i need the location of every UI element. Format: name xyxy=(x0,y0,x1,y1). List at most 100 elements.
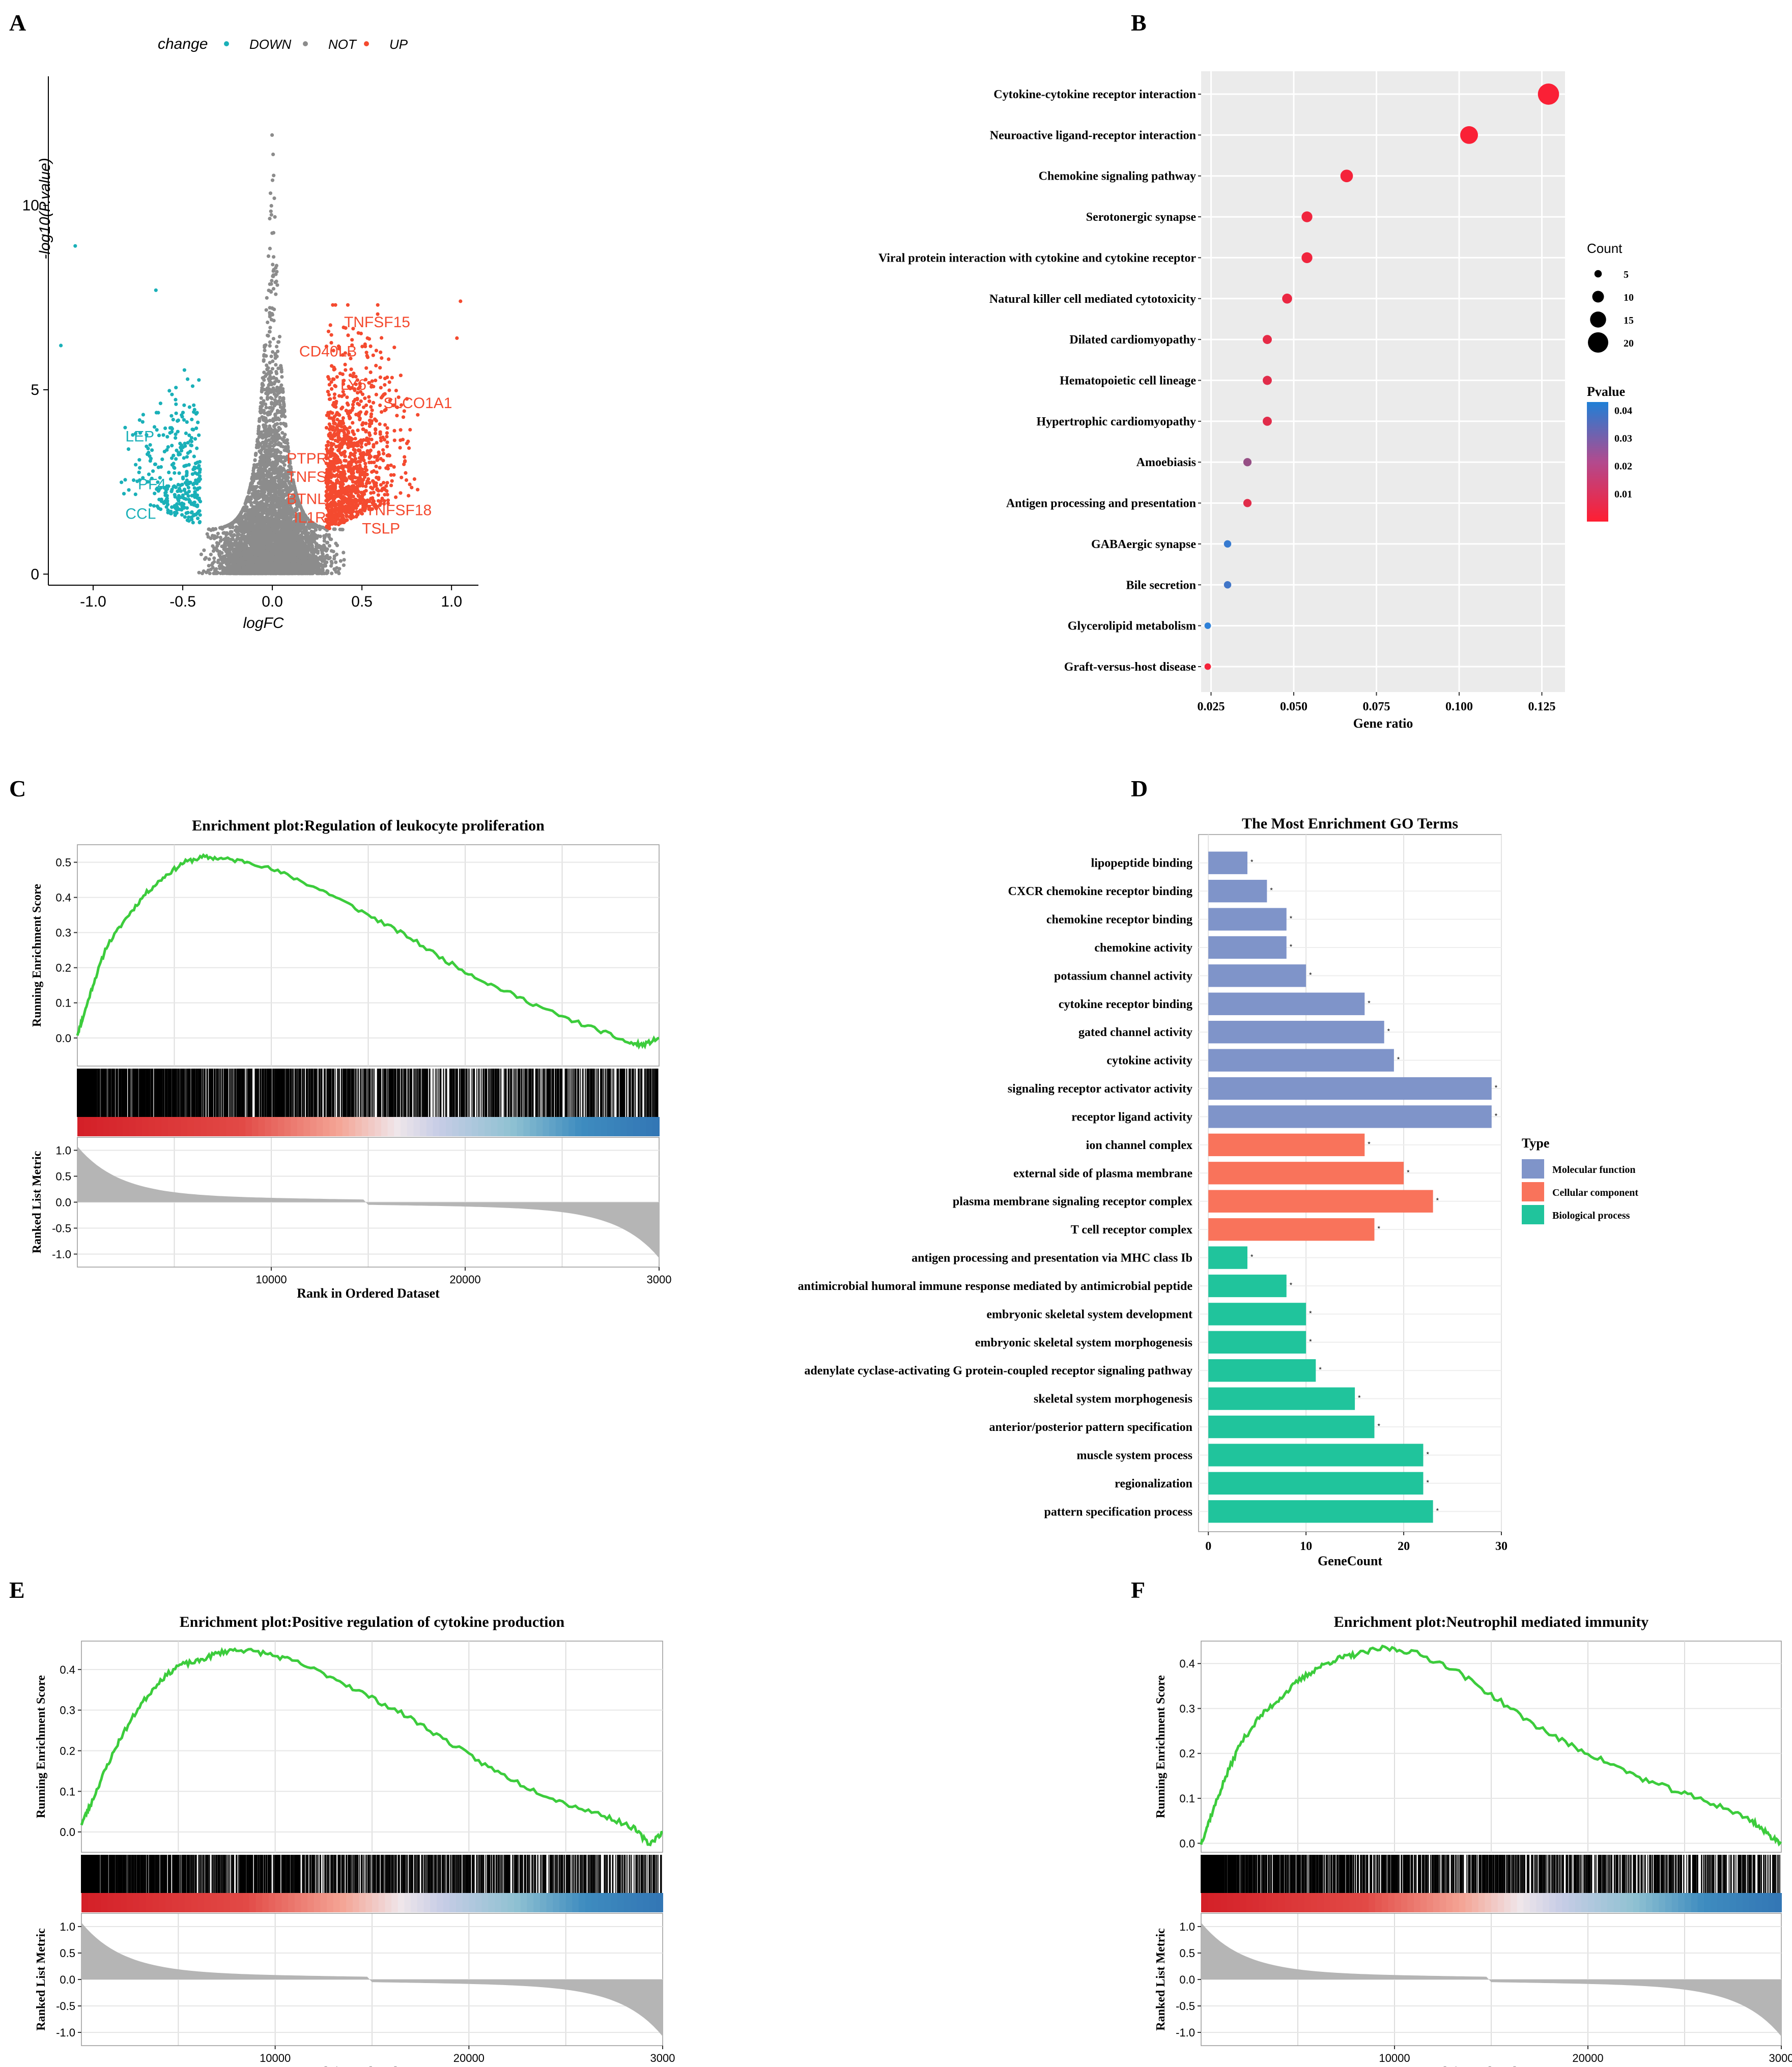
volcano-point xyxy=(314,542,318,546)
volcano-point xyxy=(252,525,256,529)
volcano-point xyxy=(342,563,346,567)
volcano-point xyxy=(263,477,267,481)
volcano-point xyxy=(274,538,278,542)
volcano-point xyxy=(301,553,305,557)
volcano-point xyxy=(209,553,213,557)
volcano-point xyxy=(270,407,274,412)
volcano-point xyxy=(262,359,266,363)
volcano-point xyxy=(257,435,261,439)
volcano-point xyxy=(274,292,278,296)
volcano-point xyxy=(271,274,275,278)
volcano-point xyxy=(275,379,279,383)
volcano-point xyxy=(253,458,257,463)
volcano-point xyxy=(211,561,215,565)
volcano-point xyxy=(276,530,280,534)
volcano-point xyxy=(275,409,280,413)
volcano-point xyxy=(274,457,279,461)
volcano-point xyxy=(238,529,242,533)
volcano-point xyxy=(254,465,259,469)
volcano-point xyxy=(259,396,263,400)
volcano-point xyxy=(211,527,215,531)
volcano-point xyxy=(269,494,273,498)
volcano-point xyxy=(327,557,331,561)
volcano-point xyxy=(233,520,237,524)
volcano-point xyxy=(248,509,252,513)
volcano-point xyxy=(215,541,219,545)
volcano-point xyxy=(269,354,273,358)
volcano-point xyxy=(244,498,248,503)
volcano-point xyxy=(197,570,201,575)
volcano-point xyxy=(274,369,278,374)
volcano-point xyxy=(277,513,281,518)
volcano-point xyxy=(207,557,211,561)
volcano-point xyxy=(204,556,208,560)
volcano-point xyxy=(275,270,279,274)
volcano-point xyxy=(281,502,285,506)
volcano-point xyxy=(269,318,274,322)
volcano-point xyxy=(271,359,275,363)
volcano-point xyxy=(299,534,303,538)
volcano-point xyxy=(269,506,273,510)
volcano-point xyxy=(252,490,257,494)
volcano-point xyxy=(276,340,280,344)
volcano-point xyxy=(271,389,275,394)
volcano-point xyxy=(325,570,330,575)
volcano-point xyxy=(262,537,266,542)
panel-label-B: B xyxy=(1131,10,1147,36)
volcano-point xyxy=(269,370,273,375)
volcano-point xyxy=(266,320,270,325)
volcano-point xyxy=(226,523,230,527)
volcano-point xyxy=(327,535,331,539)
volcano-point xyxy=(263,450,267,454)
volcano-point xyxy=(264,343,268,347)
volcano-point xyxy=(265,372,269,377)
volcano-point xyxy=(270,133,274,137)
volcano-points xyxy=(59,133,463,576)
volcano-point xyxy=(282,439,287,443)
volcano-point xyxy=(311,562,316,566)
volcano-point xyxy=(273,450,277,454)
volcano-point xyxy=(267,483,271,487)
volcano-point xyxy=(268,548,272,552)
volcano-point xyxy=(265,539,269,543)
volcano-point xyxy=(271,436,275,440)
volcano-point xyxy=(272,174,276,178)
volcano-point xyxy=(231,560,235,564)
volcano-point xyxy=(259,455,263,460)
volcano-point xyxy=(264,402,268,407)
volcano-point xyxy=(267,456,271,460)
volcano-point xyxy=(260,382,264,386)
volcano-point xyxy=(277,501,281,506)
volcano-point xyxy=(262,502,266,506)
volcano-point xyxy=(238,540,242,544)
volcano-point xyxy=(299,550,303,554)
volcano-point xyxy=(295,534,299,538)
volcano-point xyxy=(228,540,232,544)
volcano-point xyxy=(216,531,220,536)
volcano-point xyxy=(274,453,278,457)
volcano-point xyxy=(271,499,275,503)
volcano-point xyxy=(268,447,272,451)
volcano-point xyxy=(320,559,324,563)
volcano-point xyxy=(281,397,286,401)
panel-label-E: E xyxy=(9,1577,25,1603)
volcano-point xyxy=(262,429,266,433)
volcano-point xyxy=(331,550,335,554)
volcano-point xyxy=(300,526,304,531)
volcano-point xyxy=(211,549,216,553)
volcano-plot: -1.0 -0.5 0.0 0.5 1.00510logFC-log10(P.value… xyxy=(22,36,478,631)
volcano-point xyxy=(281,492,286,496)
volcano-point xyxy=(274,363,278,367)
volcano-point xyxy=(266,516,270,521)
volcano-point xyxy=(266,334,270,338)
volcano-point xyxy=(254,529,258,533)
volcano-point xyxy=(259,401,263,405)
volcano-point xyxy=(318,534,322,538)
volcano-point xyxy=(245,505,249,509)
volcano-point xyxy=(271,152,275,156)
volcano-point xyxy=(275,555,279,559)
volcano-point xyxy=(264,469,268,473)
volcano-point xyxy=(250,481,254,485)
volcano-point xyxy=(225,531,229,535)
volcano-point xyxy=(269,395,273,400)
